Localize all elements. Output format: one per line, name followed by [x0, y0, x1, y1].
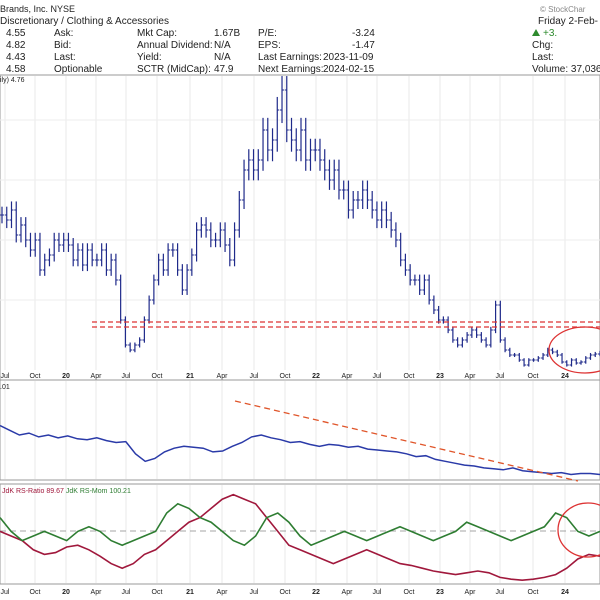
x-tick-label: Oct	[30, 589, 41, 596]
rrg-ellipse	[557, 502, 600, 558]
ask-value: 4.55	[6, 28, 26, 39]
x-tick-label: Oct	[280, 589, 291, 596]
price-x-axis: Jul Oct 20 Apr Jul Oct 21 Apr Jul Oct 22 Apr Jul Oct 2…	[1, 373, 569, 380]
x-tick-label: 20	[62, 373, 70, 380]
pe-label: P/E:	[258, 28, 277, 39]
x-tick-label: Oct	[152, 589, 163, 596]
price-bars	[0, 76, 600, 367]
x-tick-label: Jul	[496, 589, 505, 596]
last-label: Last:	[54, 52, 76, 63]
opt-value-left: 4.58	[6, 64, 26, 75]
mktcap-value: 1.67B	[214, 28, 241, 39]
rrg-legend: JdK RS-Ratio 89.67 JdK RS-Mom 100.21	[2, 488, 131, 495]
last-earnings-value: 2023-11-09	[323, 52, 374, 63]
eps-value: -1.47	[352, 40, 375, 51]
x-tick-label: 23	[436, 589, 444, 596]
company-name: Brands, Inc. NYSE	[0, 4, 76, 14]
price-legend: ily) 4.76	[0, 77, 25, 84]
x-tick-label: Jul	[496, 373, 505, 380]
x-tick-label: Jul	[122, 373, 131, 380]
rs-trendline	[234, 400, 579, 482]
x-tick-label: Jul	[122, 589, 131, 596]
optionable-label: Optionable	[54, 64, 103, 75]
x-tick-label: Oct	[404, 373, 415, 380]
x-tick-label: Apr	[465, 589, 477, 596]
last-label-right: Last:	[532, 52, 554, 63]
sctr-value: 47.9	[214, 64, 234, 75]
x-tick-label: Oct	[528, 589, 539, 596]
grid-lines	[0, 76, 600, 583]
chg-label: Chg:	[532, 40, 554, 51]
x-tick-label: Oct	[152, 373, 163, 380]
x-tick-label: Jul	[250, 589, 259, 596]
rrg-ratio-line	[0, 493, 600, 582]
x-tick-label: Apr	[91, 373, 103, 380]
x-tick-label: Oct	[404, 589, 415, 596]
volume: Volume: 37,036	[532, 64, 600, 75]
x-tick-label: Jul	[250, 373, 259, 380]
price-panel	[0, 74, 600, 381]
change-value: +3.	[532, 28, 557, 39]
date: Friday 2-Feb-	[538, 16, 599, 27]
next-earnings-value: 2024-02-15	[323, 64, 375, 75]
rrg-mom-line	[0, 502, 600, 547]
x-tick-label: Jul	[1, 373, 10, 380]
div-label: Annual Dividend:	[137, 40, 213, 51]
sector: Discretionary / Clothing & Accessories	[0, 16, 169, 27]
x-tick-label: 23	[436, 373, 444, 380]
x-tick-label: 21	[186, 373, 194, 380]
rrg-x-axis: Jul Oct 20 Apr Jul Oct 21 Apr Jul Oct 22 Apr Jul Oct 2…	[1, 589, 569, 596]
x-tick-label: Apr	[91, 589, 103, 596]
x-tick-label: 22	[312, 589, 320, 596]
x-tick-label: 24	[561, 373, 569, 380]
bid-value-left: 4.82	[6, 40, 26, 51]
mktcap-label: Mkt Cap:	[137, 28, 178, 39]
x-tick-label: Oct	[280, 373, 291, 380]
next-earnings-label: Next Earnings:	[258, 64, 324, 75]
div-value: N/A	[214, 40, 231, 51]
x-tick-label: 21	[186, 589, 194, 596]
yield-label: Yield:	[137, 52, 162, 63]
x-tick-label: Apr	[217, 373, 229, 380]
bid-label: Bid:	[54, 40, 72, 51]
x-tick-label: Apr	[342, 373, 354, 380]
watermark: © StockChar	[540, 5, 586, 14]
rs-legend: .01	[0, 384, 10, 391]
x-tick-label: 22	[312, 373, 320, 380]
x-tick-label: Jul	[373, 373, 382, 380]
last-value-left: 4.43	[6, 52, 26, 63]
x-tick-label: Oct	[528, 373, 539, 380]
last-earnings-label: Last Earnings:	[258, 52, 322, 63]
x-tick-label: Jul	[1, 589, 10, 596]
x-tick-label: Oct	[30, 373, 41, 380]
x-tick-label: Apr	[342, 589, 354, 596]
yield-value: N/A	[214, 52, 231, 63]
up-triangle-icon	[532, 29, 540, 36]
sctr-label: SCTR (MidCap):	[137, 64, 211, 75]
x-tick-label: Apr	[217, 589, 229, 596]
x-tick-label: 24	[561, 589, 569, 596]
pe-value: -3.24	[352, 28, 375, 39]
rrg-panel	[0, 483, 600, 585]
base-ellipse	[548, 326, 600, 374]
rs-line	[0, 424, 600, 476]
ask-label: Ask:	[54, 28, 74, 39]
x-tick-label: 20	[62, 589, 70, 596]
x-tick-label: Jul	[373, 589, 382, 596]
eps-label: EPS:	[258, 40, 281, 51]
x-tick-label: Apr	[465, 373, 477, 380]
